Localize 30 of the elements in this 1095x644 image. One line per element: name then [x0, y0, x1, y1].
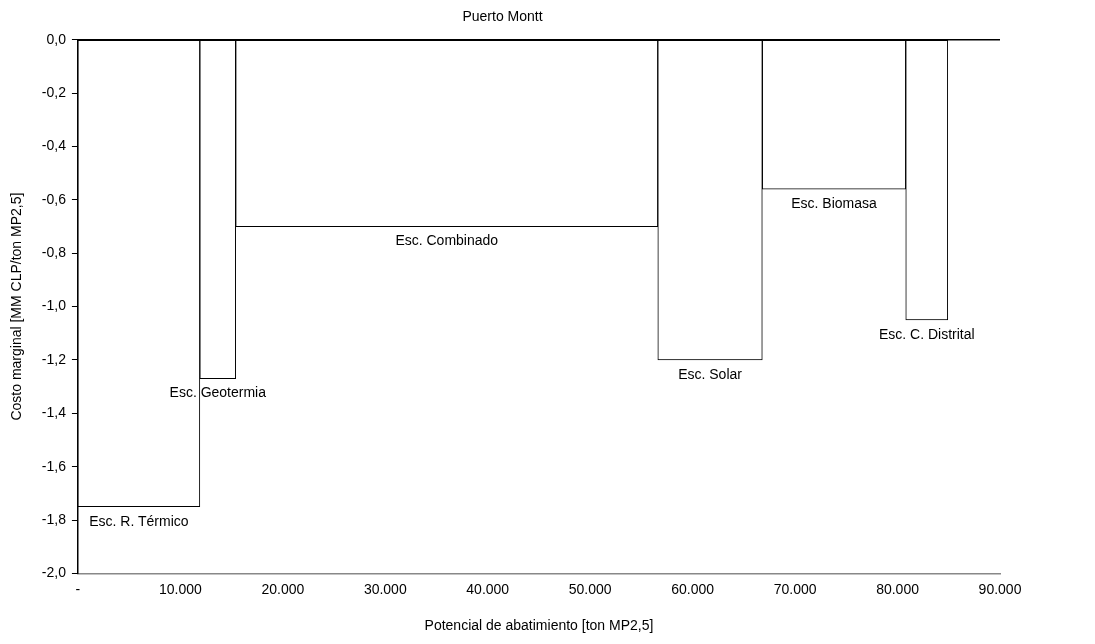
- x-tick-label: 10.000: [158, 580, 202, 597]
- x-tick-label: 60.000: [671, 580, 715, 597]
- x-tick-label: 20.000: [261, 580, 305, 597]
- y-tick-label: -1,2: [41, 350, 67, 367]
- x-tick-label: 90.000: [978, 580, 1022, 597]
- x-tick-label: -: [75, 580, 81, 597]
- x-tick-label: 80.000: [876, 580, 920, 597]
- y-axis-title: Costo marginal [MM CLP/ton MP2,5]: [8, 192, 25, 421]
- y-tick-label: -1,8: [41, 510, 67, 527]
- y-tick-label: -2,0: [41, 564, 67, 581]
- x-tick-label: 40.000: [466, 580, 510, 597]
- y-tick-label: -1,6: [41, 457, 67, 474]
- x-axis-title: Potencial de abatimiento [ton MP2,5]: [424, 617, 654, 634]
- annotation: Esc. Combinado: [395, 232, 499, 249]
- annotation: Esc. Solar: [678, 365, 743, 382]
- chart-title: Puerto Montt: [462, 8, 543, 25]
- y-tick-label: -1,4: [41, 404, 67, 421]
- y-tick-label: -0,8: [41, 244, 67, 261]
- annotation: Esc. Geotermia: [169, 384, 267, 401]
- x-tick-label: 70.000: [773, 580, 817, 597]
- y-tick-label: -0,6: [41, 190, 67, 207]
- annotation: Esc. R. Térmico: [89, 512, 189, 529]
- x-tick-label: 50.000: [568, 580, 612, 597]
- x-tick-label: 30.000: [363, 580, 407, 597]
- y-tick-label: -0,4: [41, 137, 67, 154]
- annotation: Esc. Biomasa: [791, 195, 878, 212]
- annotation: Esc. C. Distrital: [878, 325, 975, 342]
- y-tick-label: -0,2: [41, 84, 67, 101]
- y-tick-label: 0,0: [46, 30, 67, 47]
- y-tick-label: -1,0: [41, 297, 67, 314]
